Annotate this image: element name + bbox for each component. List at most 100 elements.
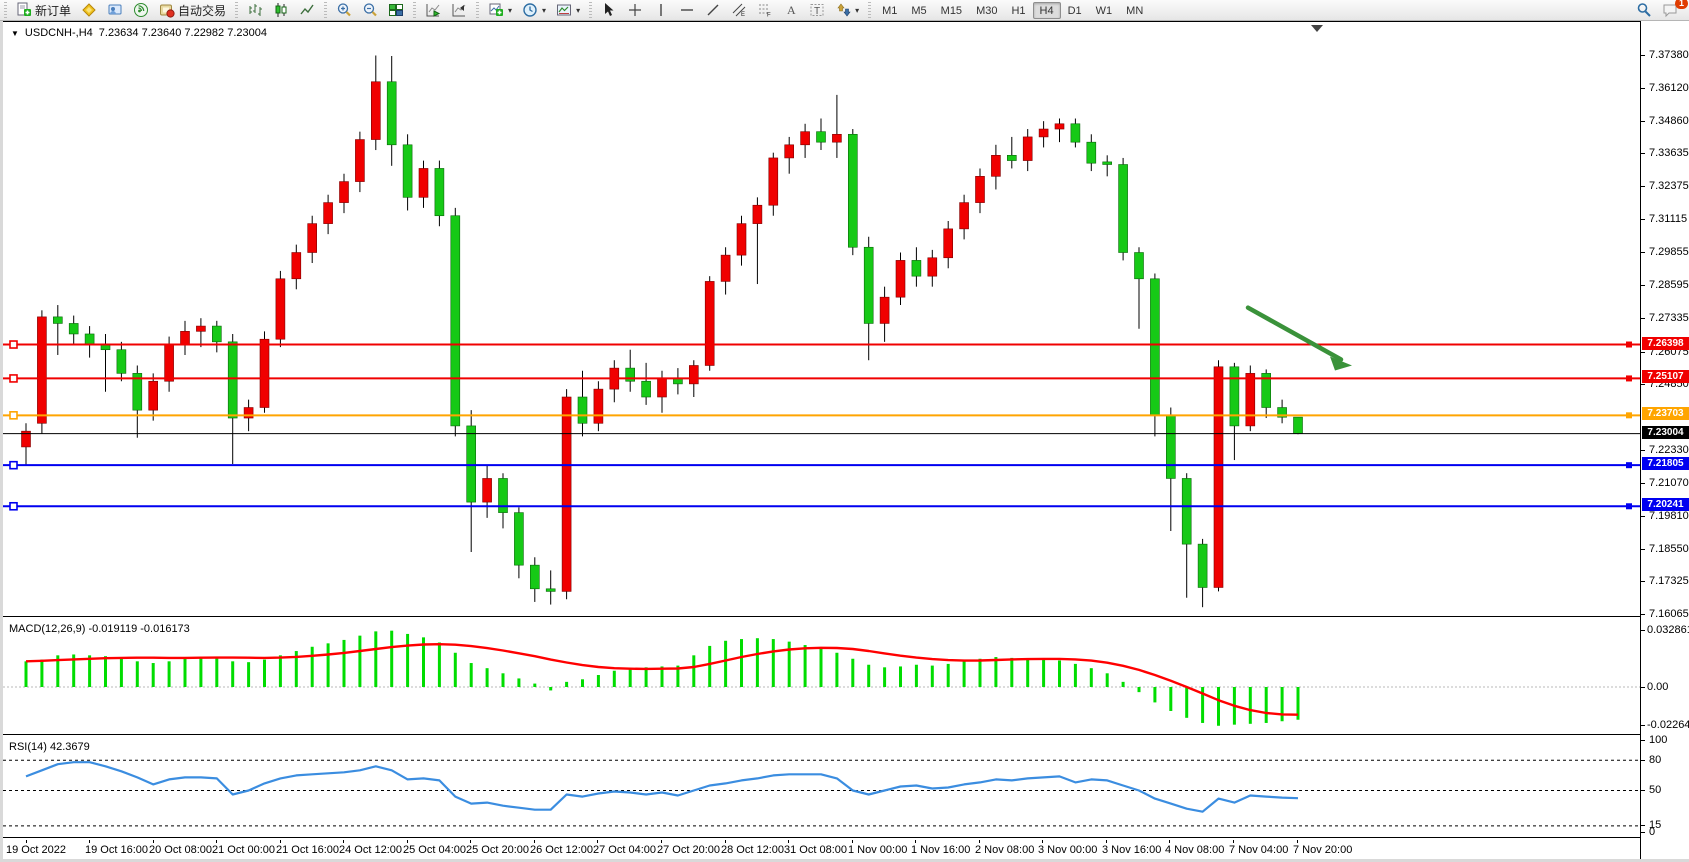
toolbar-grip[interactable] <box>322 2 330 18</box>
candle-body <box>466 425 477 503</box>
line-chart-mode-button[interactable] <box>294 1 320 20</box>
crosshair-icon <box>629 4 642 16</box>
auto-trading-button[interactable]: 自动交易 <box>154 1 231 20</box>
time-axis[interactable]: 19 Oct 2022 19 Oct 16:00 20 Oct 08:00 21 Oc… <box>3 840 1644 859</box>
timeframe-button-m30[interactable]: M30 <box>976 4 998 17</box>
horizontal-line-tool-button[interactable] <box>674 1 700 20</box>
toolbar-right-group: 1 <box>1631 0 1688 20</box>
timeframe-button-m5[interactable]: M5 <box>911 4 927 17</box>
label-tool-button[interactable]: T <box>804 1 830 20</box>
period-dropdown-caret[interactable]: ▾ <box>542 5 547 15</box>
toolbar-grip[interactable] <box>587 2 595 18</box>
candle-body <box>927 257 938 277</box>
macd-histogram-bar <box>56 655 60 687</box>
price-axis[interactable]: 7.37380 7.36120 7.34860 7.33635 7.32375 7.311… <box>1640 21 1689 859</box>
level-handle-left <box>9 340 18 349</box>
timeframe-button-h4[interactable]: H4 <box>1032 1 1061 19</box>
new-order-button[interactable]: 新订单 <box>11 1 76 20</box>
level-handle-right <box>1626 341 1632 348</box>
signals-button[interactable] <box>128 1 154 20</box>
rsi-panel[interactable]: RSI(14) 42.3679 <box>3 737 1644 838</box>
fibonacci-tool-button[interactable]: F <box>752 1 778 20</box>
macd-histogram-bar <box>406 633 410 687</box>
level-handle-right <box>1626 462 1632 469</box>
timeframe-button-d1[interactable]: D1 <box>1067 4 1082 17</box>
chart-shift-marker-icon <box>1311 25 1323 32</box>
rsi-chart <box>3 759 1640 827</box>
macd-histogram-bar <box>310 646 314 687</box>
toolbar-grip[interactable] <box>2 2 9 18</box>
macd-histogram-bar <box>755 638 759 687</box>
tile-windows-icon <box>389 4 404 16</box>
candle-body <box>84 333 95 345</box>
arrows-tool-button[interactable]: ▾ <box>830 1 864 20</box>
candle-body <box>657 378 667 398</box>
time-axis-tick <box>788 840 789 843</box>
toolbar-grip[interactable] <box>866 2 874 18</box>
time-axis-tick <box>661 840 662 843</box>
price-axis-value: 7.34860 <box>1649 115 1689 127</box>
macd-histogram-bar <box>1296 687 1300 720</box>
indicators-dropdown-caret[interactable]: ▾ <box>508 5 513 15</box>
trendline-tool-button[interactable] <box>700 1 726 20</box>
channel-tool-button[interactable]: E <box>726 1 752 20</box>
macd-histogram-bar <box>565 681 569 687</box>
price-axis-value: 7.36120 <box>1649 82 1689 94</box>
cursor-tool-button[interactable] <box>596 1 622 20</box>
macd-histogram-bar <box>819 648 823 687</box>
crosshair-tool-button[interactable] <box>622 1 648 20</box>
candle-body <box>37 316 47 424</box>
text-tool-button[interactable]: A <box>778 1 804 20</box>
time-axis-label: 28 Oct 12:00 <box>721 844 784 856</box>
toolbar-grip[interactable] <box>474 2 482 18</box>
timeframe-group: M1 M5 M15 M30 H1 H4 D1 W1 MN <box>875 1 1150 19</box>
toolbar-grip[interactable] <box>411 2 419 18</box>
time-axis-label: 21 Oct 00:00 <box>212 844 275 856</box>
vertical-line-tool-button[interactable] <box>648 1 674 20</box>
macd-histogram-bar <box>581 679 584 687</box>
collapse-triangle-icon[interactable]: ▼ <box>11 28 19 38</box>
price-axis-tick <box>1641 483 1645 484</box>
tile-windows-button[interactable] <box>383 1 409 20</box>
candlestick-mode-button[interactable] <box>268 1 294 20</box>
timeframe-button-h1[interactable]: H1 <box>1011 4 1026 17</box>
macd-histogram-bar <box>883 667 887 687</box>
search-button[interactable] <box>1631 1 1657 20</box>
zoom-in-button[interactable] <box>331 1 357 20</box>
bar-chart-mode-button[interactable] <box>242 1 268 20</box>
depth-of-market-button[interactable] <box>102 1 128 20</box>
timeframe-button-w1[interactable]: W1 <box>1095 4 1113 17</box>
macd-histogram-bar <box>1201 687 1205 723</box>
candle-body <box>943 228 954 259</box>
template-button[interactable]: ▾ <box>551 1 585 20</box>
candle-body <box>370 81 381 140</box>
arrows-dropdown-caret[interactable]: ▾ <box>855 5 860 15</box>
indicators-button[interactable]: ▾ <box>483 1 517 20</box>
price-level-badge: 7.20241 <box>1642 498 1689 511</box>
auto-scroll-button[interactable] <box>420 1 446 20</box>
time-axis-tick <box>852 840 853 843</box>
macd-label: MACD(12,26,9) -0.019119 -0.016173 <box>9 623 190 635</box>
candle-body <box>1022 136 1033 161</box>
signal-icon <box>134 3 149 17</box>
candle-body <box>243 407 254 419</box>
template-dropdown-caret[interactable]: ▾ <box>576 5 581 15</box>
zoom-out-button[interactable] <box>357 1 383 20</box>
timeframe-button-m15[interactable]: M15 <box>940 4 963 17</box>
macd-axis-value: 0.032861 <box>1647 624 1689 636</box>
chart-shift-button[interactable] <box>446 1 472 20</box>
notifications-button[interactable]: 1 <box>1657 0 1688 20</box>
svg-text:A: A <box>787 3 796 17</box>
candle-body <box>355 139 365 182</box>
auto-scroll-icon <box>426 4 441 17</box>
timeframe-button-m1[interactable]: M1 <box>882 4 898 17</box>
macd-histogram-bar <box>962 661 966 687</box>
time-axis-tick <box>153 840 154 843</box>
macd-panel[interactable]: MACD(12,26,9) -0.019119 -0.016173 <box>3 619 1644 735</box>
macd-histogram-bar <box>899 666 902 687</box>
toolbar-grip[interactable] <box>233 2 241 18</box>
period-button[interactable]: ▾ <box>517 1 551 20</box>
history-button[interactable] <box>76 1 102 20</box>
price-chart-panel[interactable]: ▼ USDCNH-,H4 7.23634 7.23640 7.22982 7.2… <box>3 21 1644 617</box>
timeframe-button-mn[interactable]: MN <box>1126 4 1144 17</box>
